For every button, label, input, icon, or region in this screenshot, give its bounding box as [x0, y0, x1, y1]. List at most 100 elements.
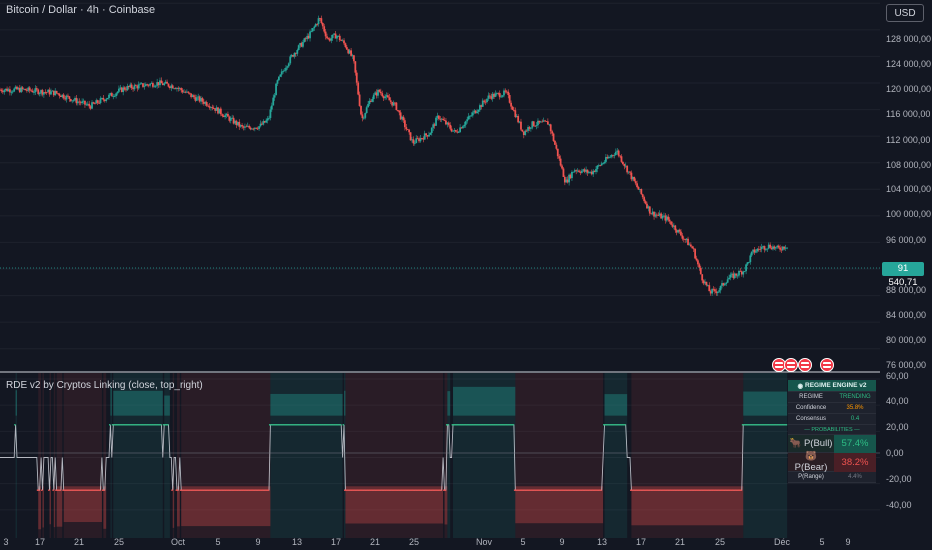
candle-body — [23, 88, 25, 90]
candle-body — [163, 83, 166, 86]
candle-body — [270, 105, 273, 110]
candle-body — [718, 290, 721, 292]
oscillator-band — [63, 486, 102, 523]
oscillator-band — [56, 486, 63, 527]
candle-body — [239, 125, 242, 127]
us-flag-event-icon[interactable] — [820, 358, 834, 372]
candle-body — [521, 129, 524, 132]
candle-body — [682, 238, 685, 240]
candle-body — [178, 88, 181, 89]
candle-body — [142, 83, 144, 87]
candle-body — [622, 161, 624, 164]
candle-body — [498, 93, 501, 98]
candle-body — [496, 92, 498, 94]
candle-body — [576, 170, 579, 172]
candle-body — [535, 125, 538, 127]
candle-body — [25, 90, 28, 92]
candle-body — [738, 270, 740, 276]
candle-body — [123, 87, 126, 90]
candle-body — [412, 139, 415, 144]
price-tick: 124 000,00 — [886, 59, 932, 69]
candle-body — [772, 246, 774, 250]
candle-body — [685, 238, 688, 240]
candle-body — [664, 215, 667, 221]
candle-body — [375, 92, 378, 96]
candle-body — [719, 285, 722, 291]
confidence-row: Confidence 35.8% — [788, 403, 876, 414]
candle-body — [153, 86, 156, 88]
oscillator-band — [447, 391, 451, 416]
time-tick: 9 — [559, 537, 565, 547]
indicator-title[interactable]: RDE v2 by Cryptos Linking (close, top_ri… — [6, 380, 203, 391]
candle-body — [524, 130, 527, 136]
candle-body — [546, 121, 549, 125]
candle-body — [262, 121, 265, 125]
candle-body — [640, 188, 643, 195]
symbol-title[interactable]: Bitcoin / Dollar · 4h · Coinbase — [6, 4, 156, 16]
candle-body — [712, 289, 715, 290]
candle-body — [35, 88, 38, 90]
candle-body — [392, 102, 395, 106]
candle-body — [512, 109, 515, 111]
us-flag-event-icon[interactable] — [784, 358, 798, 372]
time-tick: 5 — [819, 537, 825, 547]
candle-body — [306, 35, 309, 40]
candle-body — [110, 93, 113, 97]
candle-body — [447, 122, 450, 125]
candle-body — [98, 102, 100, 104]
price-tick: 116 000,00 — [886, 109, 931, 119]
time-tick: 13 — [596, 537, 608, 547]
candle-body — [568, 174, 571, 183]
candle-body — [697, 260, 699, 265]
candle-body — [658, 213, 661, 216]
candle-body — [529, 127, 532, 129]
candle-body — [435, 117, 437, 126]
candle-body — [228, 116, 231, 121]
candle-body — [784, 247, 787, 249]
candle-body — [198, 96, 201, 102]
candle-body — [9, 89, 11, 93]
candle-body — [419, 138, 422, 142]
candle-body — [33, 92, 35, 93]
candle-body — [661, 215, 664, 219]
price-tick: 100 000,00 — [886, 209, 932, 219]
candle-body — [357, 82, 360, 95]
candle-body — [75, 97, 78, 104]
currency-button[interactable]: USD — [886, 4, 924, 22]
candle-body — [657, 215, 660, 216]
us-flag-event-icon[interactable] — [798, 358, 812, 372]
candle-body — [277, 76, 280, 81]
range-row: P(Range) 4.4% — [788, 472, 876, 483]
candle-body — [484, 101, 487, 103]
grid-lines — [0, 2, 880, 511]
oscillator-band — [113, 390, 163, 416]
candle-body — [687, 238, 689, 246]
candle-body — [232, 117, 235, 124]
regime-background-segment — [515, 373, 604, 538]
candle-body — [695, 258, 698, 261]
regime-background-segment — [113, 373, 163, 538]
candle-body — [225, 113, 228, 116]
oscillator-band — [181, 486, 271, 527]
candle-body — [168, 86, 171, 88]
candle-body — [460, 127, 463, 129]
osc-tick: 20,00 — [886, 422, 909, 432]
candle-body — [648, 206, 651, 214]
candle-body — [350, 50, 352, 56]
candle-body — [81, 101, 84, 104]
oscillator-band — [444, 486, 448, 525]
candle-body — [50, 91, 52, 95]
candle-body — [24, 88, 27, 91]
candle-body — [565, 179, 568, 183]
candle-body — [633, 176, 636, 182]
candle-body — [614, 151, 617, 155]
candle-body — [364, 113, 367, 118]
candle-body — [215, 107, 218, 111]
oscillator-band — [15, 390, 17, 416]
candle-body — [69, 99, 72, 102]
candle-body — [150, 83, 153, 84]
candle-body — [670, 221, 672, 225]
candle-body — [34, 88, 37, 93]
candle-body — [629, 171, 631, 173]
